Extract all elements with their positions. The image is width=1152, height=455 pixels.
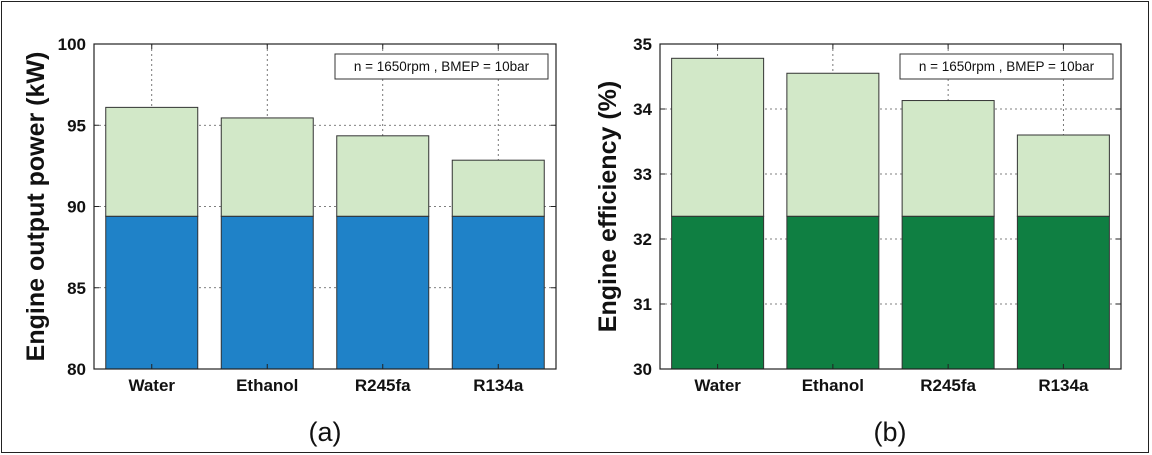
annotation-box (334, 53, 549, 80)
y-axis-label: Engine efficiency (%) (594, 81, 622, 332)
y-tick-label: 95 (67, 116, 86, 135)
y-tick-label: 33 (633, 165, 652, 184)
y-axis-label: Engine output power (kW) (22, 52, 50, 362)
y-tick-label: 31 (633, 295, 652, 314)
bar-segment-increment (451, 159, 545, 217)
y-tick-label: 85 (67, 279, 86, 298)
bar-segment-increment (105, 106, 199, 217)
x-tick-label: R245fa (920, 376, 976, 395)
x-tick-label: R245fa (355, 376, 411, 395)
chart-panel-2: 30 31 32 33 34 35 Water Ethanol R245fa R134a Engin… (594, 35, 1122, 447)
y-tick-label: 34 (633, 100, 652, 119)
bar-segment-increment (786, 72, 880, 217)
annotation-text: n = 1650rpm , BMEP = 10bar (354, 59, 530, 74)
y-tick-label: 32 (633, 230, 652, 249)
x-tick-label: Ethanol (802, 376, 864, 395)
x-tick-label: R134a (473, 376, 524, 395)
chart-panel-1: 80 85 90 95 100 Water Ethanol R245fa R134a Engine… (22, 35, 557, 447)
y-tick-label: 100 (58, 35, 86, 54)
x-tick-label: R134a (1038, 376, 1089, 395)
y-tick-label: 30 (633, 360, 652, 379)
x-tick-label: Water (694, 376, 741, 395)
y-tick-label: 35 (633, 35, 652, 54)
y-tick-label: 80 (67, 360, 86, 379)
bar-segment-base (105, 215, 199, 370)
bar-segment-base (336, 215, 430, 370)
x-tick-label: Ethanol (236, 376, 298, 395)
x-tick-label: Water (128, 376, 175, 395)
panel-caption: (b) (874, 417, 907, 447)
bar-segment-base (451, 215, 545, 370)
bar-segment-increment (1016, 134, 1110, 217)
bar-segment-increment (671, 57, 765, 217)
annotation-box (899, 53, 1114, 80)
bar-segment-base (1016, 215, 1110, 370)
y-tick-label: 90 (67, 198, 86, 217)
bar-segment-base (901, 215, 995, 370)
bar-segment-base (671, 215, 765, 370)
bar-segment-increment (901, 100, 995, 217)
bar-segment-base (786, 215, 880, 370)
bar-segment-increment (336, 135, 430, 217)
bar-segment-base (220, 215, 314, 370)
panel-caption: (a) (309, 417, 342, 447)
annotation-text: n = 1650rpm , BMEP = 10bar (919, 59, 1095, 74)
plot-area-border (659, 43, 1122, 370)
bar-segment-increment (220, 117, 314, 217)
